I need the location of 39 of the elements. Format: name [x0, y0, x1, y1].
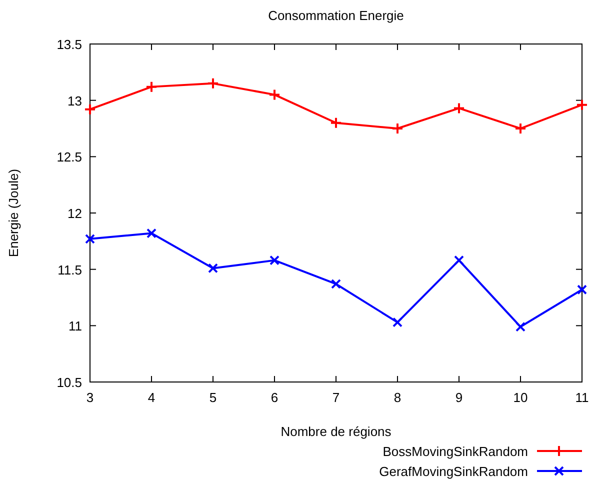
y-tick-label: 13 [68, 93, 82, 108]
x-tick-label: 4 [148, 390, 156, 405]
point [516, 322, 526, 332]
x-tick-label: 11 [575, 390, 589, 405]
x-tick-label: 9 [455, 390, 463, 405]
point [268, 88, 280, 101]
y-tick-label: 11.5 [58, 262, 82, 278]
y-tick-label: 12.5 [56, 150, 82, 165]
y-tick-label: 12 [68, 206, 82, 221]
chart-title: Consommation Energie [268, 8, 404, 23]
point [514, 122, 526, 134]
point [392, 317, 402, 328]
y-tick-label: 13.5 [56, 37, 82, 52]
x-tick-label: 3 [86, 390, 94, 405]
point [576, 98, 588, 111]
x-tick-label: 8 [394, 390, 402, 405]
point [146, 80, 158, 93]
point [331, 278, 341, 289]
point [85, 234, 95, 244]
point [330, 116, 342, 129]
y-tick-label: 10.5 [56, 375, 82, 390]
y-axis-title: Energie (Joule) [6, 168, 21, 258]
point [577, 284, 587, 295]
x-tick-label: 7 [332, 390, 340, 405]
x-tick-label: 5 [209, 390, 217, 405]
point [84, 103, 96, 116]
point [454, 255, 464, 266]
legend-label: BossMovingSinkRandom [382, 444, 528, 459]
legend-label: GerafMovingSinkRandom [379, 464, 528, 479]
point [146, 228, 156, 238]
x-tick-label: 6 [270, 390, 278, 405]
point [208, 263, 218, 274]
point [453, 102, 465, 114]
x-tick-label: 10 [513, 390, 528, 405]
point [392, 122, 404, 134]
point [270, 255, 280, 266]
point [207, 77, 219, 90]
x-axis-title: Nombre de régions [280, 424, 392, 439]
y-tick-label: 11 [68, 318, 82, 334]
